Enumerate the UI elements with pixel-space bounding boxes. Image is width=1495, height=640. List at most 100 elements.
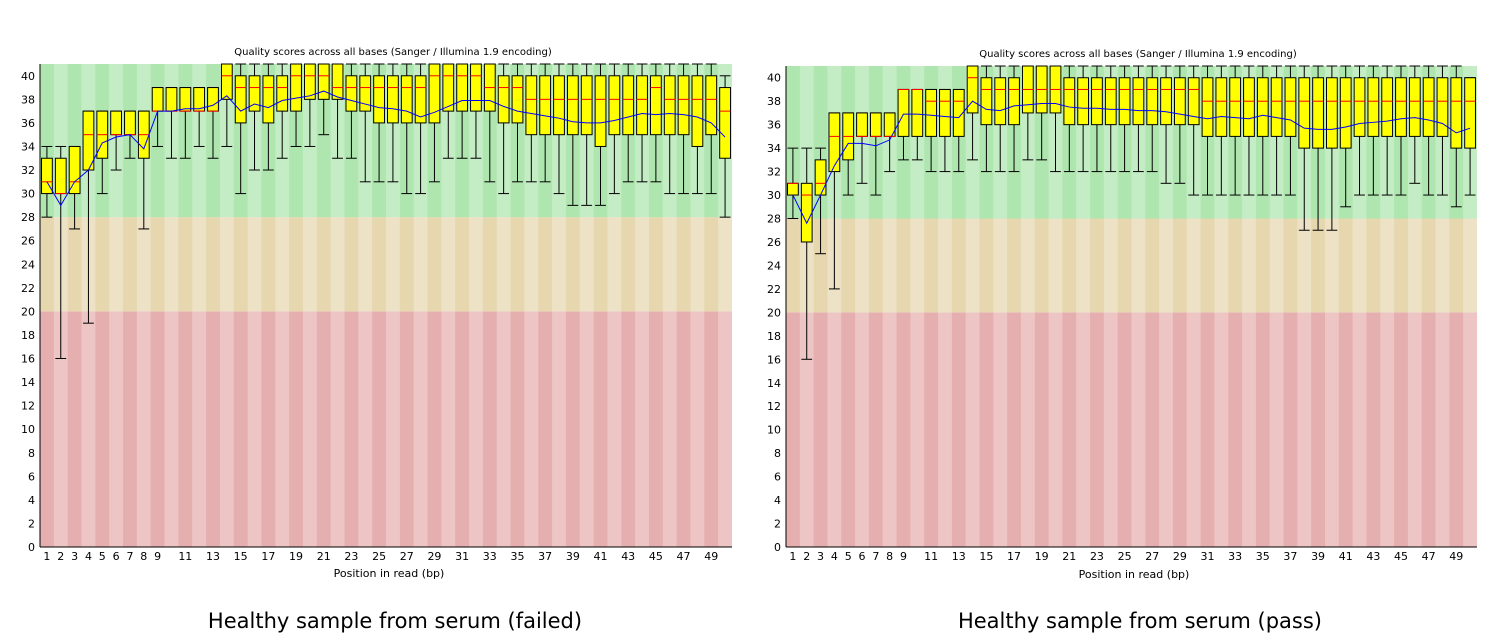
quartile-box [1367,77,1380,137]
quartile-box [110,110,123,136]
quartile-box [41,157,53,195]
column-stripe [1020,66,1035,547]
quartile-box [1326,77,1338,149]
x-tick-label: 7 [872,550,879,563]
quartile-box [442,63,455,112]
column-stripe [496,64,511,547]
quartile-box [966,65,979,114]
x-tick-label: 39 [1311,550,1325,563]
column-stripe [192,64,207,547]
quartile-box [1450,77,1463,149]
x-tick-label: 3 [817,550,824,563]
quality-band [786,312,1477,547]
quartile-box [1436,77,1449,137]
x-axis-label: Position in read (bp) [334,567,445,580]
x-tick-label: 27 [1145,550,1159,563]
quality-band [40,311,732,547]
quartile-box [1229,77,1242,137]
y-tick-label: 16 [767,353,781,366]
column-stripe [1297,66,1312,547]
quartile-box [1104,77,1117,126]
quartile-box [677,75,690,136]
y-tick-label: 14 [767,377,781,390]
y-tick-label: 2 [28,517,35,530]
quartile-box [1243,77,1255,137]
x-tick-label: 35 [510,550,524,563]
quartile-box [787,182,799,196]
quartile-box [220,63,233,100]
column-stripe [1324,66,1339,547]
x-tick-label: 49 [704,550,718,563]
x-tick-label: 41 [594,550,608,563]
quality-band [786,218,1477,313]
x-tick-label: 9 [154,550,161,563]
y-tick-label: 30 [767,189,781,202]
x-tick-label: 21 [1062,550,1076,563]
x-tick-label: 41 [1339,550,1353,563]
x-tick-label: 4 [831,550,838,563]
quartile-box [800,182,813,243]
column-stripe [109,64,124,547]
column-stripe [1463,66,1477,547]
column-stripe [1435,66,1450,547]
quartile-box [1187,77,1200,126]
quartile-box [622,75,635,136]
y-tick-label: 14 [21,376,35,389]
x-tick-label: 45 [1394,550,1408,563]
y-tick-label: 34 [767,142,781,155]
quartile-box [1091,77,1103,126]
column-stripe [1352,66,1367,547]
y-tick-label: 28 [767,213,781,226]
column-stripe [330,64,345,547]
x-tick-label: 4 [85,550,92,563]
column-stripe [247,64,262,547]
y-tick-label: 36 [21,117,35,130]
x-tick-label: 11 [178,550,192,563]
y-tick-label: 24 [767,259,781,272]
quartile-box [1395,77,1407,137]
quartile-box [151,87,164,112]
x-tick-label: 2 [803,550,810,563]
quartile-box [1146,77,1159,126]
x-tick-label: 2 [57,550,64,563]
quartile-box [897,88,910,137]
column-stripe [219,64,234,547]
y-tick-label: 18 [21,329,35,342]
quartile-box [705,75,718,136]
column-stripe [552,64,566,547]
quartile-box [1312,77,1324,149]
x-tick-label: 27 [400,550,414,563]
column-stripe [1407,66,1422,547]
y-tick-label: 10 [21,423,35,436]
y-tick-label: 16 [21,353,35,366]
quartile-box [1160,77,1172,126]
quartile-box [649,75,662,136]
quartile-box [373,75,385,124]
x-tick-label: 47 [1422,550,1436,563]
y-tick-label: 18 [767,330,781,343]
y-tick-label: 0 [28,541,35,554]
mean-line [46,90,726,207]
chart-caption: Healthy sample from serum (pass) [958,609,1322,633]
mean-line [792,100,1471,225]
quartile-box [539,75,552,136]
quartile-box [1215,77,1228,137]
x-tick-label: 6 [113,550,120,563]
x-tick-label: 43 [621,550,635,563]
quartile-box [1270,77,1283,137]
y-tick-label: 10 [767,424,781,437]
quartile-box [124,110,136,136]
column-stripe [1103,66,1118,547]
quartile-box [276,75,289,112]
quartile-box [54,157,67,195]
chart-title: Quality scores across all bases (Sanger … [234,47,552,58]
quartile-box [207,87,219,112]
y-tick-label: 22 [21,282,35,295]
x-tick-label: 15 [979,550,993,563]
column-stripe [413,64,428,547]
y-tick-label: 12 [767,400,781,413]
quartile-box [1353,77,1366,137]
y-tick-label: 8 [28,447,35,460]
quartile-box [525,75,538,136]
x-tick-label: 9 [900,550,907,563]
